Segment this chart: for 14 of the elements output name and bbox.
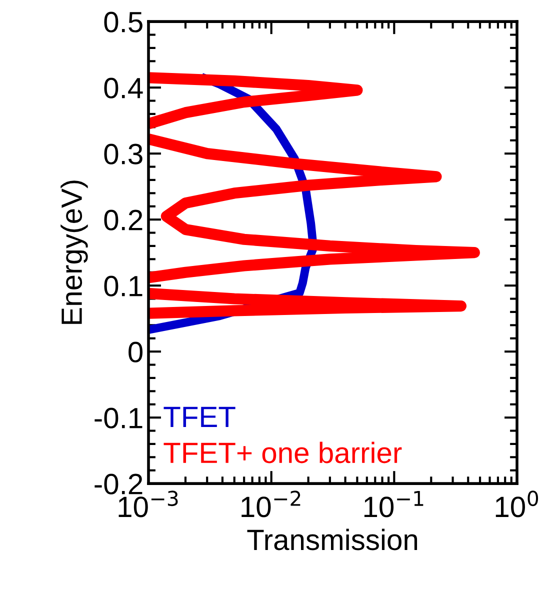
x-tick-label: 10$^{−2}$ xyxy=(242,490,300,518)
y-tick-label: 0.4 xyxy=(104,78,143,98)
y-axis-title: Energy(eV) xyxy=(60,180,88,324)
y-tick-label: 0.1 xyxy=(104,276,142,296)
text: TFET xyxy=(164,406,236,427)
x-tick-label: 10$^{0}$ xyxy=(496,490,538,518)
y-tick-label: -0.1 xyxy=(94,408,142,428)
y-tick-label: 0.2 xyxy=(104,210,142,230)
y-tick-label: 0 xyxy=(128,342,142,362)
x-tick-label: 10$^{−1}$ xyxy=(364,490,424,518)
y-tick-label: 0.3 xyxy=(104,144,142,164)
y-tick-label: 0.5 xyxy=(104,12,142,32)
x-axis-title: Transmission xyxy=(247,528,418,550)
text: TFET+ one barrier xyxy=(164,442,402,464)
